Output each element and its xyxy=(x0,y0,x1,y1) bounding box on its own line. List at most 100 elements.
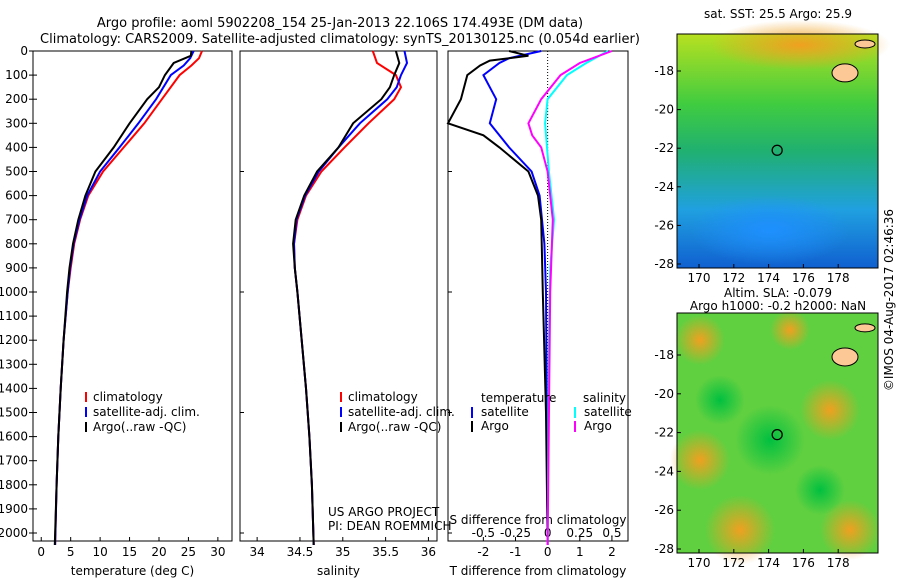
x-tick-label: 35.5 xyxy=(372,545,399,559)
legend-salinity: salinity xyxy=(583,391,626,405)
lon-tick-label: 172 xyxy=(722,556,745,570)
series-t-satellite xyxy=(482,50,549,546)
y-tick-label: 400 xyxy=(5,140,28,154)
y-tick-label: 1900 xyxy=(0,502,28,516)
high-sla-blob xyxy=(705,495,775,565)
x-tick-label: 36 xyxy=(421,545,436,559)
y-tick-label: 1400 xyxy=(0,381,28,395)
warm-region xyxy=(710,20,890,70)
low-sla-blob xyxy=(795,465,845,515)
high-sla-blob xyxy=(675,315,725,365)
y-tick-label: 1500 xyxy=(0,406,28,420)
sla-map: 170 172 174 176 178 -18 -20 -22 -24 -26 -28 Altim. … xyxy=(654,286,880,570)
lon-tick-label: 170 xyxy=(688,271,711,285)
y-tick-label: 300 xyxy=(5,116,28,130)
annotation-project: US ARGO PROJECT xyxy=(328,505,440,519)
legend-label: satellite xyxy=(584,405,632,419)
y-tick-label: 600 xyxy=(5,189,28,203)
plot-frame-1 xyxy=(32,50,233,542)
y-tick-label: 1300 xyxy=(0,357,28,371)
s-tick-label: -0.5 xyxy=(472,526,495,540)
y-tick-label: 1600 xyxy=(0,430,28,444)
land-vanua-levu xyxy=(854,323,876,333)
y-tick-label: 800 xyxy=(5,237,28,251)
annotation-pi: PI: DEAN ROEMMICH xyxy=(328,519,451,533)
x-tick-label: 10 xyxy=(92,545,107,559)
series-argo-raw-qc- xyxy=(292,50,401,546)
low-sla-blob xyxy=(735,405,805,475)
s-tick-label: 0.25 xyxy=(566,526,593,540)
legend-temperature: temperature xyxy=(481,391,556,405)
argo-position-marker xyxy=(771,429,783,441)
cold-region xyxy=(690,195,850,265)
legend-label: satellite-adj. clim. xyxy=(348,405,455,419)
high-sla-blob xyxy=(670,430,730,490)
lon-tick-label: 170 xyxy=(688,556,711,570)
x-tick-label: 20 xyxy=(151,545,166,559)
x-tick-label: 15 xyxy=(122,545,137,559)
x-tick-label: 25 xyxy=(181,545,196,559)
lat-tick-label: -28 xyxy=(654,257,674,271)
y-tick-label: 100 xyxy=(5,68,28,82)
land-fiji xyxy=(831,347,859,367)
x-tick-label: 2 xyxy=(608,545,616,559)
s-axis-label: S difference from climatology xyxy=(450,513,627,527)
lon-tick-label: 178 xyxy=(827,271,850,285)
plot-frame-2 xyxy=(239,50,438,542)
lat-tick-label: -18 xyxy=(654,64,674,78)
x-axis-label: temperature (deg C) xyxy=(71,564,194,578)
s-tick-label: 0.5 xyxy=(602,526,621,540)
x-tick-label: -1 xyxy=(510,545,522,559)
lat-tick-label: -20 xyxy=(654,103,674,117)
sla-map-title-1: Altim. SLA: -0.079 xyxy=(724,286,832,300)
credit-text: ©IMOS 04-Aug-2017 02:46:36 xyxy=(882,209,896,391)
legend-label: climatology xyxy=(348,390,418,404)
high-sla-blob xyxy=(800,380,860,440)
y-tick-label: 1000 xyxy=(0,285,28,299)
lon-tick-label: 174 xyxy=(757,556,780,570)
legend-label: climatology xyxy=(93,390,163,404)
series-climatology xyxy=(292,50,403,546)
series-s-satellite xyxy=(544,50,609,546)
legend-label: Argo(..raw -QC) xyxy=(93,420,186,434)
lat-tick-label: -24 xyxy=(654,180,674,194)
sla-map-title-2: Argo h1000: -0.2 h2000: NaN xyxy=(690,299,866,313)
y-tick-label: 0 xyxy=(20,44,28,58)
x-axis-label: T difference from climatology xyxy=(449,564,627,578)
lat-tick-label: -26 xyxy=(654,218,674,232)
lon-tick-label: 172 xyxy=(722,271,745,285)
lat-tick-label: -26 xyxy=(654,503,674,517)
legend-label: satellite-adj. clim. xyxy=(93,405,200,419)
y-tick-label: 500 xyxy=(5,165,28,179)
lat-tick-label: -28 xyxy=(654,542,674,556)
x-tick-label: 34 xyxy=(249,545,264,559)
y-tick-label: 1100 xyxy=(0,309,28,323)
y-tick-label: 1800 xyxy=(0,478,28,492)
x-tick-label: 30 xyxy=(210,545,225,559)
series-satellite-adj-clim- xyxy=(54,50,195,546)
plot-frame-3 xyxy=(447,50,629,542)
land-fiji xyxy=(831,63,859,83)
title-line-2: Climatology: CARS2009. Satellite-adjuste… xyxy=(40,32,640,47)
x-tick-label: 1 xyxy=(576,545,584,559)
high-sla-blob xyxy=(770,310,810,350)
legend-label: satellite xyxy=(481,405,529,419)
land-vanua-levu xyxy=(854,39,876,49)
lon-tick-label: 174 xyxy=(757,271,780,285)
series-t-argo xyxy=(446,50,549,546)
lat-tick-label: -20 xyxy=(654,387,674,401)
legend-label: Argo(..raw -QC) xyxy=(348,420,441,434)
x-tick-label: -2 xyxy=(477,545,489,559)
legend-label: Argo xyxy=(584,419,612,433)
series-argo-raw-qc- xyxy=(53,50,193,546)
lon-tick-label: 176 xyxy=(792,271,815,285)
y-tick-label: 1700 xyxy=(0,454,28,468)
sst-map: 170 172 174 176 178 -18 -20 -22 -24 -26 -28 sat. SS… xyxy=(654,7,890,285)
y-tick-label: 200 xyxy=(5,92,28,106)
x-tick-label: 35 xyxy=(335,545,350,559)
low-sla-blob xyxy=(695,375,745,425)
x-tick-label: 34.5 xyxy=(287,545,314,559)
x-tick-label: 0 xyxy=(544,545,552,559)
lat-tick-label: -18 xyxy=(654,348,674,362)
